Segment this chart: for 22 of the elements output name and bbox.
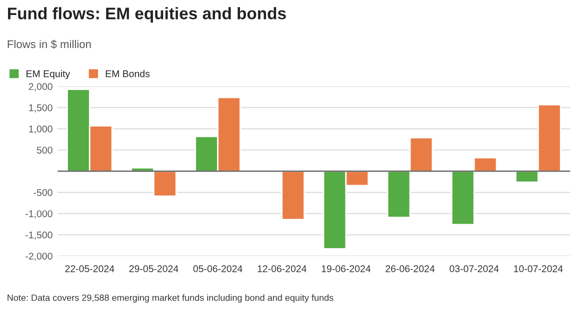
y-tick-label: 500 [36,146,52,154]
legend-label: EM Equity [26,70,70,80]
y-tick-label: -500 [34,189,52,196]
x-tick-label: 10-07-2024 [514,265,563,272]
chart-subtitle: Flows in $ million [8,40,91,49]
x-tick-label: 05-06-2024 [193,265,242,272]
x-tick-label: 19-06-2024 [322,265,371,272]
y-tick-label: 2,000 [28,83,52,92]
chart-title: Fund flows: EM equities and bonds [8,7,286,23]
y-tick-label: 1,500 [29,104,52,112]
y-tick-label: -1,000 [26,210,52,218]
y-tick-label: 1,000 [29,126,52,134]
x-tick-label: 12-06-2024 [258,265,306,272]
y-tick-label: -1,500 [26,232,52,240]
y-tick-label: -2,000 [26,252,52,261]
x-tick-label: 22-05-2024 [65,265,114,272]
text: Note: Data covers 29,588 emerging market funds including bond and equity funds [8,294,334,303]
x-tick-label: 03-07-2024 [450,265,499,272]
x-tick-label: 26-06-2024 [386,265,435,272]
legend-label: EM Bonds [106,70,150,78]
x-tick-label: 29-05-2024 [129,265,178,272]
bar [281,170,306,220]
